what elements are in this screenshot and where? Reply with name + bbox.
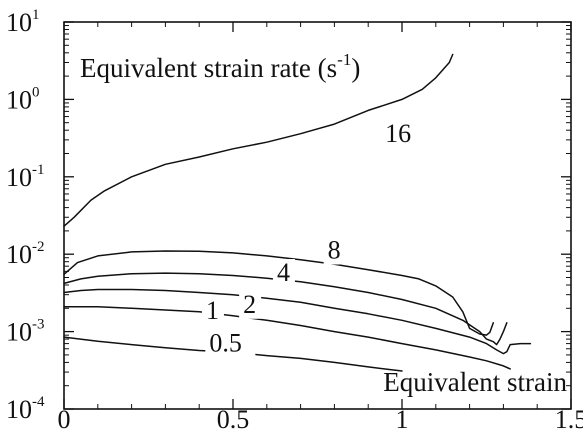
series-label-1: 1: [206, 296, 219, 325]
x-tick-label: 0: [58, 405, 71, 430]
x-axis-label: Equivalent strain: [383, 367, 567, 397]
y-tick-label: 10-1: [6, 162, 45, 192]
series-label-8: 8: [328, 235, 341, 264]
series-label-bg: [205, 329, 256, 358]
series-line-4: [63, 272, 508, 346]
y-tick-label: 10-4: [6, 394, 45, 424]
series-label-bg: [272, 259, 295, 288]
x-tick-label: 0.5: [217, 405, 250, 430]
y-tick-label: 101: [6, 7, 40, 37]
y-tick-label: 10-3: [6, 317, 45, 347]
x-tick-label: 1: [396, 405, 409, 430]
plot-frame: [63, 21, 572, 410]
x-tick-label: 1.5: [555, 405, 583, 430]
series-line-1: [63, 305, 511, 370]
series-line-2: [63, 288, 532, 355]
labels-layer: 0 0.5 1 1.510-410-310-210-11001011684210.5E…: [6, 7, 583, 430]
series-label-bg: [323, 236, 346, 265]
series-label-2: 2: [243, 290, 256, 319]
series-layer: [63, 53, 532, 372]
series-label-bg: [239, 290, 262, 319]
y-tick-label: 10-2: [6, 239, 45, 269]
series-label-bg: [201, 297, 224, 326]
series-line-16: [63, 53, 454, 227]
ticks-layer: [63, 21, 572, 410]
series-label-0.5: 0.5: [209, 329, 242, 358]
series-label-bg: [381, 120, 418, 149]
series-line-8: [63, 250, 495, 336]
y-axis-label: Equivalent strain rate (s-1): [80, 50, 360, 83]
series-label-4: 4: [277, 258, 290, 287]
series-label-16: 16: [385, 119, 411, 148]
y-tick-label: 100: [6, 84, 40, 114]
